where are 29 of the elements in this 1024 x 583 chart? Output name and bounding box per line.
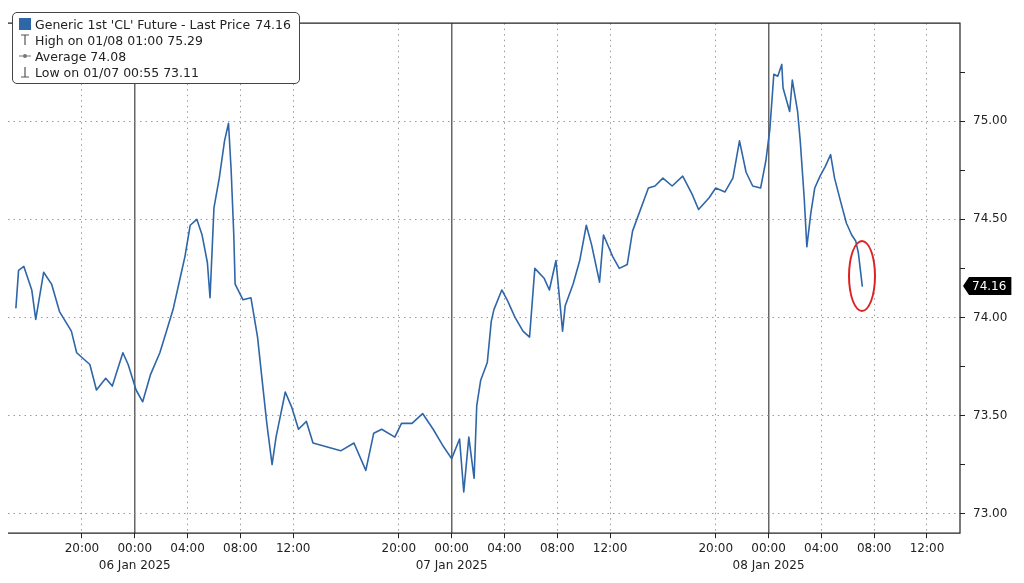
y-tick-label: 74.00 <box>973 309 1008 324</box>
x-tick-label: 08:00 <box>223 540 258 555</box>
x-tick-label: 08:00 <box>856 540 892 555</box>
y-tick-label: 75.00 <box>973 113 1008 128</box>
x2-tick-label: 08 Jan 2025 <box>732 557 805 572</box>
x-tick-label: 20:00 <box>698 540 734 555</box>
x-tick-label: 00:00 <box>434 540 469 555</box>
annotation: High on 01/08 01:00 75.29 <box>35 32 204 48</box>
x-tick-label: 12:00 <box>275 540 311 555</box>
x-tick-label: 08:00 <box>539 540 575 555</box>
y-tick-label: 73.50 <box>973 407 1008 422</box>
x-tick-label: 04:00 <box>804 540 839 555</box>
x-tick-label: 04:00 <box>170 540 205 555</box>
x-tick-label: 20:00 <box>64 540 100 555</box>
annotation: 74.16 <box>255 16 291 32</box>
text: 74.16 <box>972 279 1007 294</box>
x-tick-label: 12:00 <box>592 540 628 555</box>
x-tick-label: 20:00 <box>381 540 417 555</box>
legend-label: Generic 1st 'CL' Future - Last Price <box>35 16 252 32</box>
y-tick-label: 74.50 <box>973 211 1008 226</box>
x-tick-label: 00:00 <box>751 540 786 555</box>
x-tick-label: 04:00 <box>487 540 522 555</box>
x2-tick-label: 07 Jan 2025 <box>415 557 488 572</box>
annotation: Low on 01/07 00:55 73.11 <box>35 64 199 80</box>
x2-tick-label: 06 Jan 2025 <box>98 557 171 572</box>
y-tick-label: 73.00 <box>973 505 1008 520</box>
annotation: Average 74.08 <box>35 48 127 64</box>
x-tick-label: 00:00 <box>117 540 153 555</box>
x-tick-label: 12:00 <box>909 540 945 555</box>
